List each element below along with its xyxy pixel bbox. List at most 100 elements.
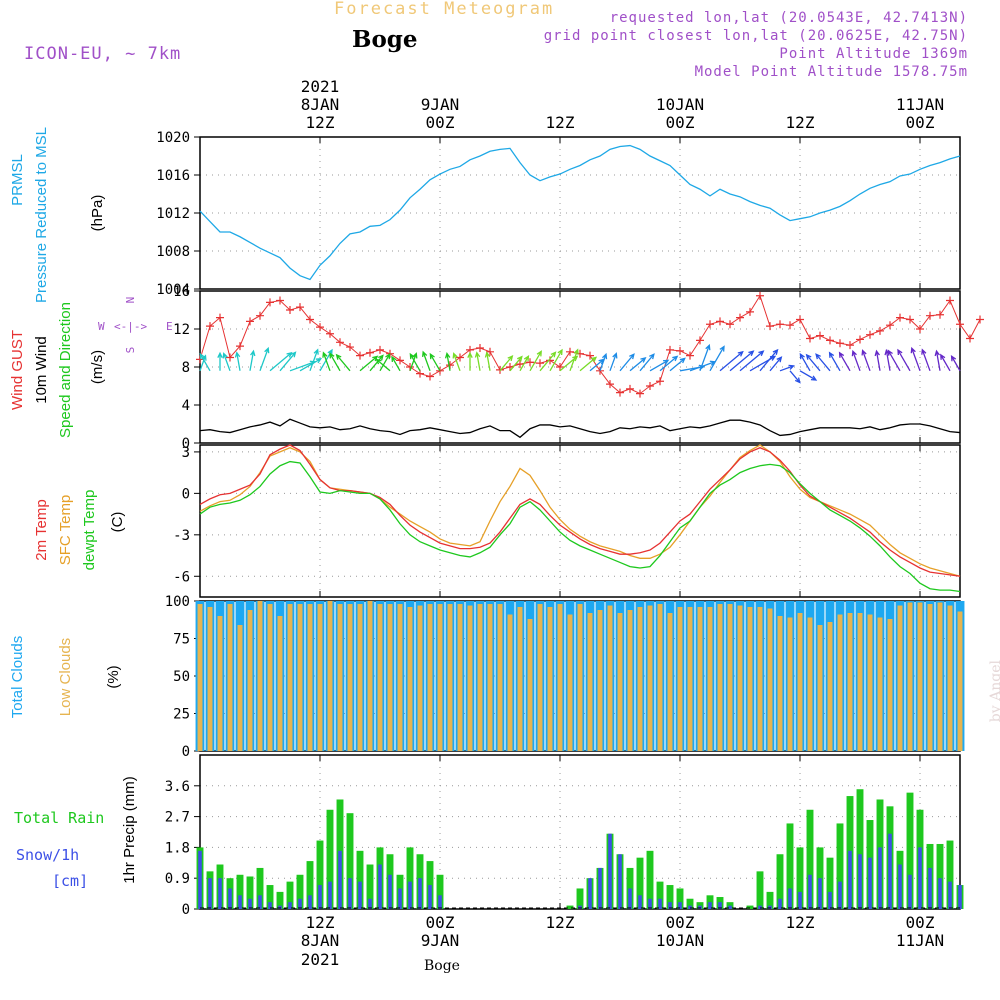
low-cloud-label: Low Clouds xyxy=(57,638,74,716)
rain-bar xyxy=(746,905,754,909)
y-tick-label: 2.7 xyxy=(165,810,190,826)
gust-marker xyxy=(736,313,744,322)
y-tick-label: 1012 xyxy=(156,206,190,222)
snow-bar xyxy=(298,898,302,909)
wind-arrow xyxy=(539,351,557,372)
wind-arrow xyxy=(322,351,331,372)
snow-bar xyxy=(638,895,642,909)
y-tick-label: 75 xyxy=(173,632,190,648)
snow-bar xyxy=(318,885,322,909)
low-cloud-bar xyxy=(787,617,793,751)
gust-marker xyxy=(976,315,984,324)
snow-bar xyxy=(938,878,942,909)
low-cloud-bar xyxy=(637,607,643,751)
low-cloud-bar xyxy=(907,602,913,751)
model-altitude: Model Point Altitude 1578.75m xyxy=(694,64,968,80)
rain-bar xyxy=(316,840,324,909)
y-tick-label: 1020 xyxy=(156,130,190,146)
station-name: Boge xyxy=(352,26,418,53)
gust-marker xyxy=(556,363,564,371)
gust-marker xyxy=(946,296,954,305)
wind-arrow xyxy=(409,352,421,372)
low-cloud-bar xyxy=(327,601,333,751)
low-cloud-bar xyxy=(377,604,383,751)
low-cloud-bar xyxy=(417,605,423,751)
gust-marker xyxy=(966,334,974,343)
wind-arrow xyxy=(429,352,441,372)
gust-marker xyxy=(396,356,404,365)
precip-label: 1hr Precip (mm) xyxy=(121,776,138,884)
rain-bar xyxy=(646,850,654,909)
gust-marker xyxy=(806,334,814,343)
low-cloud-bar xyxy=(497,604,503,751)
wind-speed-line xyxy=(199,418,961,439)
low-cloud-bar xyxy=(467,605,473,751)
wind-arrow xyxy=(769,356,783,372)
low-cloud-bar xyxy=(667,613,673,751)
wind-arrow xyxy=(619,353,635,372)
rain-bar xyxy=(826,857,834,909)
snow-bar xyxy=(888,833,892,909)
snow-bar xyxy=(388,874,392,909)
snow-bar xyxy=(348,878,352,909)
snow-bar xyxy=(828,891,832,909)
snow-bar xyxy=(768,905,772,909)
wind-arrow xyxy=(569,348,579,372)
gust-marker xyxy=(216,313,224,322)
snow-bar xyxy=(798,891,802,909)
gust-marker xyxy=(416,369,424,378)
gust-marker xyxy=(476,344,484,352)
top-axis-hour: 12Z xyxy=(786,113,815,132)
snow-bar xyxy=(668,902,672,909)
snow-bar xyxy=(848,850,852,909)
wind-arrow xyxy=(579,356,598,372)
gust-marker xyxy=(236,342,244,351)
wind-arrow xyxy=(759,348,779,372)
t2m-line xyxy=(199,444,961,577)
rain-bar xyxy=(666,885,674,909)
low-cloud-bar xyxy=(957,611,963,751)
gust-marker xyxy=(586,351,594,360)
gust-marker xyxy=(566,347,574,356)
low-cloud-bar xyxy=(257,601,263,751)
bottom-axis-date: 9JAN xyxy=(421,931,460,950)
low-cloud-bar xyxy=(517,607,523,751)
low-cloud-bar xyxy=(857,613,863,751)
low-cloud-bar xyxy=(277,616,283,751)
y-tick-label: 50 xyxy=(173,669,190,685)
panel-frame xyxy=(199,290,961,444)
snow-bar xyxy=(238,895,242,909)
wind-arrow xyxy=(422,350,431,372)
panel-frame xyxy=(199,754,961,910)
bottom-axis-hour: 00Z xyxy=(426,913,455,932)
rain-bar xyxy=(366,864,374,909)
snow-bar xyxy=(228,888,232,909)
bottom-axis-date: 10JAN xyxy=(656,931,704,950)
snow-bar xyxy=(608,833,612,909)
wind-arrow xyxy=(509,355,523,372)
panel-frame xyxy=(199,444,961,598)
low-cloud-bar xyxy=(717,604,723,751)
snow-bar xyxy=(728,905,732,909)
rain-bar xyxy=(436,874,444,909)
panel-frame xyxy=(199,136,961,290)
rain-bar xyxy=(946,840,954,909)
low-cloud-bar xyxy=(917,602,923,751)
wind-label: 10m Wind xyxy=(33,336,50,404)
rain-bar xyxy=(686,898,694,909)
gust-marker xyxy=(486,347,494,356)
wind-arrow xyxy=(249,349,256,371)
y-tick-label: -6 xyxy=(173,569,190,585)
gust-marker xyxy=(346,343,354,352)
total-cloud-label: Total Clouds xyxy=(9,636,26,719)
gust-marker xyxy=(266,298,274,307)
wind-arrow xyxy=(452,352,461,372)
wind-arrow xyxy=(709,345,725,372)
wind-arrow xyxy=(222,352,231,372)
rain-bar xyxy=(256,867,264,909)
snow-bar xyxy=(698,905,702,909)
low-cloud-bar xyxy=(867,614,873,751)
low-cloud-bar xyxy=(657,604,663,751)
gust-marker xyxy=(356,351,364,360)
low-cloud-bar xyxy=(477,604,483,751)
